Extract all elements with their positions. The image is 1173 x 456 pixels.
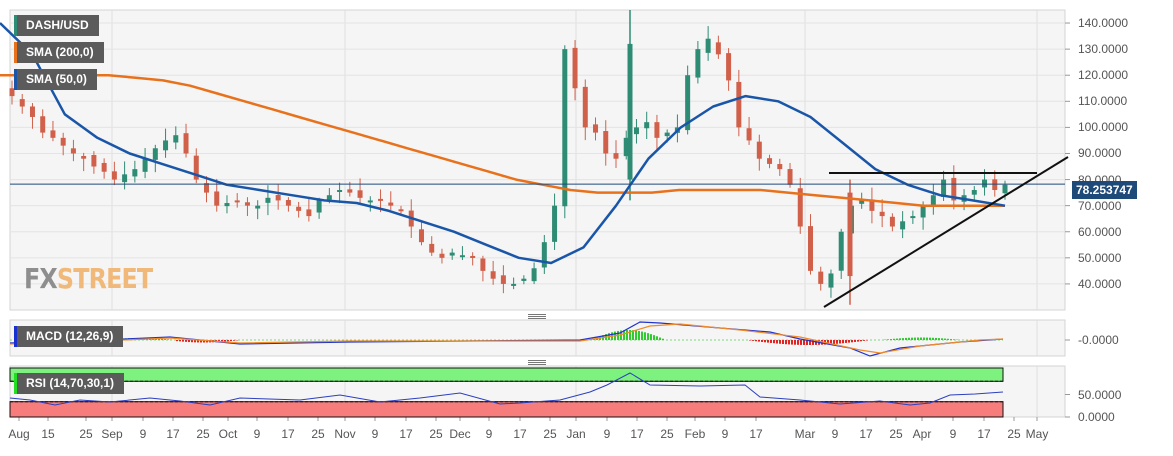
fxstreet-logo: FXSTREET bbox=[24, 262, 153, 295]
legend-label: DASH/USD bbox=[26, 18, 89, 32]
time-tick-label: 25 bbox=[660, 427, 674, 441]
legend-color-swatch bbox=[14, 42, 17, 63]
time-tick-label: Jan bbox=[566, 427, 586, 441]
time-tick-label: 17 bbox=[977, 427, 991, 441]
indicator-tick-label: 0.0000 bbox=[1078, 410, 1115, 424]
time-tick-label: 9 bbox=[253, 427, 261, 441]
price-tick-label: 140.0000 bbox=[1078, 16, 1129, 31]
time-tick-label: Mar bbox=[794, 427, 816, 441]
time-tick-label: 9 bbox=[485, 427, 493, 441]
time-tick-label: 9 bbox=[831, 427, 839, 441]
legend-label: SMA (50,0) bbox=[26, 72, 87, 86]
price-tick-label: 100.0000 bbox=[1078, 120, 1129, 135]
indicator-tick-label: 50.0000 bbox=[1078, 387, 1122, 402]
time-tick-label: 9 bbox=[371, 427, 379, 441]
time-tick-label: 17 bbox=[749, 427, 763, 441]
price-tick-label: 120.0000 bbox=[1078, 68, 1129, 83]
time-tick-label: 15 bbox=[41, 427, 55, 441]
legend-color-swatch bbox=[14, 15, 17, 36]
time-tick-label: 17 bbox=[166, 427, 180, 441]
time-tick-label: 25 bbox=[543, 427, 557, 441]
time-tick-label: Dec bbox=[449, 427, 471, 441]
price-tick-label: 40.0000 bbox=[1078, 276, 1122, 291]
time-tick-label: 25 bbox=[1007, 427, 1021, 441]
indicator-tick-label: -0.0000 bbox=[1078, 333, 1119, 347]
legend-sma-200[interactable]: SMA (200,0) bbox=[14, 42, 104, 63]
time-tick-label: May bbox=[1025, 427, 1049, 441]
legend-rsi[interactable]: RSI (14,70,30,1) bbox=[14, 373, 125, 394]
price-tick-label: 110.0000 bbox=[1078, 94, 1128, 109]
time-tick-label: 17 bbox=[513, 427, 527, 441]
time-tick-label: 25 bbox=[889, 427, 903, 441]
legend-label: SMA (200,0) bbox=[26, 45, 94, 59]
time-tick-label: Aug bbox=[8, 427, 30, 441]
logo-street: STREET bbox=[56, 262, 153, 295]
legend-dash-usd[interactable]: DASH/USD bbox=[14, 15, 99, 36]
time-tick-label: 17 bbox=[630, 427, 644, 441]
legend-macd[interactable]: MACD (12,26,9) bbox=[14, 326, 124, 347]
time-tick-label: 9 bbox=[721, 427, 729, 441]
current-price-tag: 78.253747 bbox=[1072, 181, 1137, 199]
time-tick-label: Sep bbox=[101, 427, 123, 441]
time-tick-label: 17 bbox=[859, 427, 873, 441]
time-tick-label: 9 bbox=[603, 427, 611, 441]
price-tick-label: 90.0000 bbox=[1078, 146, 1122, 161]
time-tick-label: 25 bbox=[196, 427, 210, 441]
legend-label: MACD (12,26,9) bbox=[26, 329, 114, 343]
legend-color-swatch bbox=[14, 373, 17, 394]
time-tick-label: 17 bbox=[281, 427, 295, 441]
time-tick-label: 17 bbox=[399, 427, 413, 441]
legend-color-swatch bbox=[14, 326, 17, 347]
time-tick-label: 25 bbox=[429, 427, 443, 441]
logo-fx: FX bbox=[24, 262, 58, 295]
price-tick-label: 60.0000 bbox=[1078, 224, 1122, 239]
time-tick-label: 9 bbox=[949, 427, 957, 441]
price-tick-label: 50.0000 bbox=[1078, 250, 1122, 265]
price-tick-label: 130.0000 bbox=[1078, 42, 1129, 57]
time-tick-label: Oct bbox=[218, 427, 238, 441]
legend-label: RSI (14,70,30,1) bbox=[26, 376, 115, 390]
time-tick-label: 9 bbox=[139, 427, 147, 441]
time-tick-label: 25 bbox=[79, 427, 93, 441]
time-tick-label: 25 bbox=[311, 427, 325, 441]
time-tick-label: Feb bbox=[684, 427, 706, 441]
time-tick-label: Apr bbox=[912, 427, 932, 441]
legend-color-swatch bbox=[14, 69, 17, 90]
legend-sma-50[interactable]: SMA (50,0) bbox=[14, 69, 97, 90]
price-tick-label: 70.0000 bbox=[1078, 198, 1122, 213]
pane-resize-handle-macd[interactable] bbox=[528, 314, 546, 319]
pane-resize-handle-rsi[interactable] bbox=[528, 360, 546, 365]
time-tick-label: Nov bbox=[334, 427, 356, 441]
